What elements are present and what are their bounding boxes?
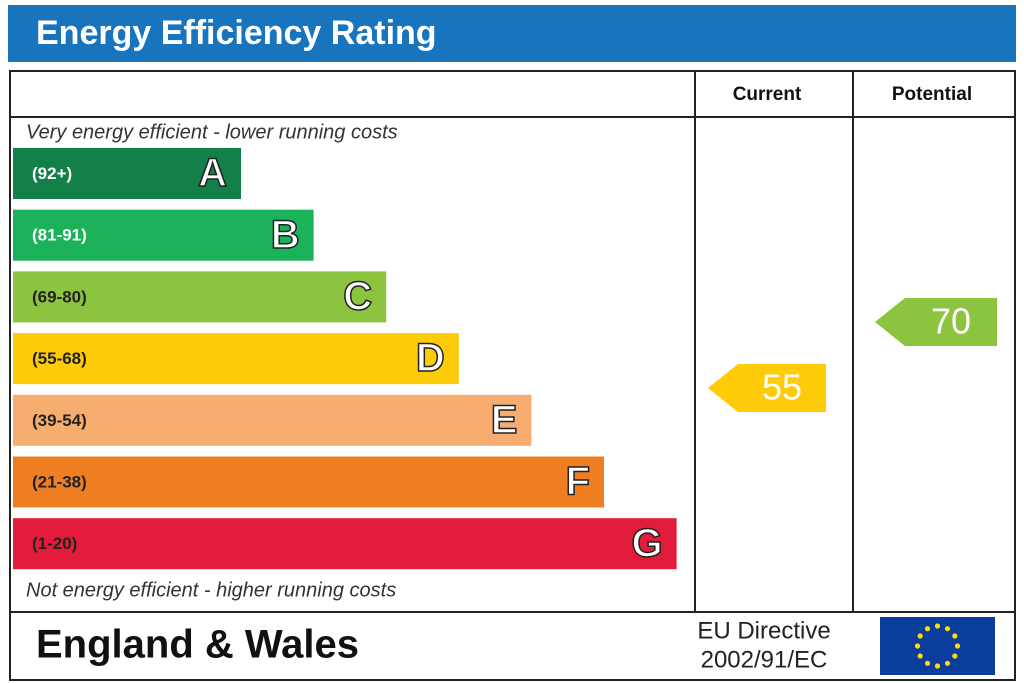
flag-star <box>934 663 941 669</box>
band-letter: E <box>491 398 518 442</box>
flag-star <box>917 653 923 659</box>
band <box>13 148 241 199</box>
top-note: Very energy efficient - lower running co… <box>26 121 398 143</box>
flag-star <box>952 653 958 659</box>
band-letter: B <box>271 213 300 257</box>
directive: 2002/91/EC <box>701 646 828 673</box>
flag-star <box>944 626 951 632</box>
band-range: (55-68) <box>32 349 87 368</box>
rating-value: 70 <box>931 301 971 342</box>
eu-flag <box>880 617 995 675</box>
band-range: (81-91) <box>32 226 87 245</box>
flag-star <box>917 633 923 639</box>
flag-star <box>924 660 931 666</box>
directive: EU Directive <box>697 617 830 644</box>
flag-star <box>914 643 921 649</box>
flag-star <box>944 660 951 666</box>
band-letter: F <box>566 460 590 504</box>
flag-star <box>954 643 961 649</box>
band-range: (39-54) <box>32 411 87 430</box>
rating-value: 55 <box>762 367 802 408</box>
band <box>13 456 604 508</box>
band-letter: D <box>416 336 445 380</box>
title: Energy Efficiency Rating <box>36 14 437 52</box>
band <box>13 209 314 261</box>
band <box>13 271 387 323</box>
bottom-note: Not energy efficient - higher running co… <box>26 579 396 601</box>
band <box>13 518 677 570</box>
band-range: (1-20) <box>32 534 77 553</box>
rating-arrow <box>875 298 997 346</box>
rating-arrow <box>708 364 826 412</box>
band-range: (92+) <box>32 164 72 183</box>
title-bar <box>8 5 1016 62</box>
column-header: Potential <box>892 84 972 105</box>
band-letter: C <box>343 274 372 318</box>
band-letter: G <box>631 521 662 565</box>
flag-star <box>952 633 958 639</box>
column-header: Current <box>733 84 802 105</box>
band-letter: A <box>198 151 227 195</box>
flag-star <box>924 626 931 632</box>
band <box>13 394 532 446</box>
region: England & Wales <box>36 623 359 667</box>
band <box>13 333 459 385</box>
flag-star <box>934 623 941 629</box>
frame <box>9 70 1016 681</box>
band-range: (69-80) <box>32 287 87 306</box>
band-range: (21-38) <box>32 472 87 491</box>
